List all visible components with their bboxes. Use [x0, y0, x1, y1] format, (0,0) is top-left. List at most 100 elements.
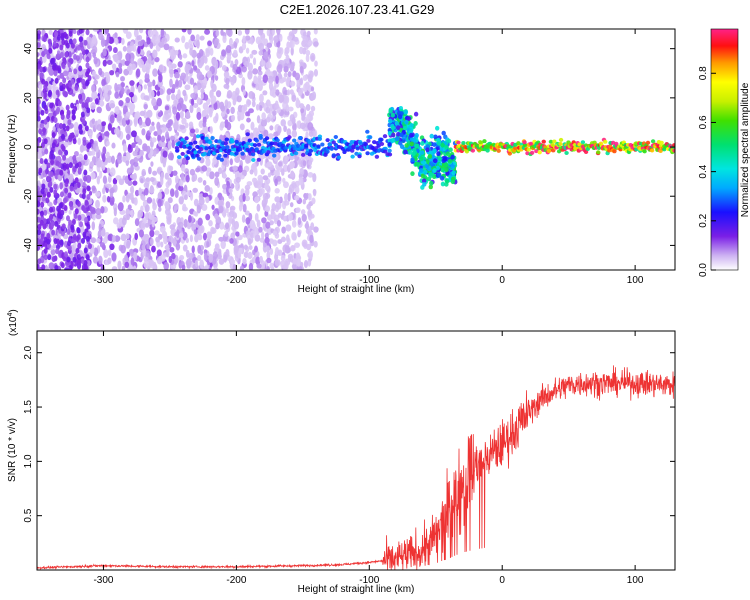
spectrogram-noise-cell	[129, 248, 134, 257]
spectrogram-noise-cell	[185, 249, 190, 258]
spectrogram-noise-cell	[267, 75, 274, 85]
spectrogram-noise-cell	[164, 187, 170, 195]
spectrogram-noise-cell	[77, 137, 81, 146]
spectrogram-noise-cell	[116, 84, 122, 91]
spectrogram-noise-cell	[126, 126, 131, 134]
spectrogram-noise-cell	[56, 34, 61, 41]
spectrogram-tone-cell	[464, 149, 470, 154]
spectrogram-transition-cell	[440, 167, 445, 173]
spectrogram-noise-cell	[266, 250, 271, 260]
spectrogram-noise-cell	[180, 72, 187, 79]
spectrogram-tone-cell	[307, 152, 312, 157]
spectrogram-noise-cell	[141, 195, 146, 201]
spectrogram-noise-cell	[78, 250, 83, 256]
spectrogram-noise-cell	[131, 130, 137, 138]
spectrogram-noise-cell	[62, 70, 69, 77]
spectrogram-noise-cell	[206, 70, 212, 79]
spectrogram-noise-cell	[237, 165, 243, 173]
spectrogram-noise-cell	[285, 224, 292, 232]
spectrogram-noise-cell	[213, 267, 219, 270]
spectrogram-transition-cell	[440, 181, 446, 187]
spectrogram-tone-cell	[650, 139, 656, 144]
spectrogram-noise-cell	[41, 264, 46, 270]
spectrogram-noise-cell	[53, 117, 58, 124]
snr-x-label: Height of straight line (km)	[298, 584, 415, 595]
spectrogram-noise-cell	[196, 111, 202, 120]
spectrogram-noise-cell	[91, 90, 98, 100]
spectrogram-noise-cell	[138, 58, 145, 68]
spectrogram-tone-cell	[583, 149, 589, 154]
spectrogram-transition-cell	[396, 131, 401, 137]
spectrogram-noise-cell	[168, 255, 173, 264]
spectrogram-noise-cell	[114, 82, 118, 92]
spectrogram-noise-cell	[232, 63, 238, 71]
spectrogram-noise-cell	[162, 158, 167, 168]
spectrogram-noise-cell	[73, 213, 78, 220]
spectrogram-noise-cell	[143, 84, 148, 90]
spectrogram-noise-cell	[43, 83, 48, 90]
spectrogram-tone-cell	[230, 139, 235, 144]
spectrogram-noise-cell	[283, 72, 288, 78]
spectrogram-noise-cell	[72, 233, 77, 240]
spectrogram-noise-cell	[235, 231, 240, 237]
spectrogram-noise-cell	[37, 140, 40, 147]
spectrogram-noise-cell	[77, 214, 82, 221]
spectrogram-noise-cell	[46, 238, 51, 245]
spectrogram-noise-cell	[218, 236, 224, 242]
spectrogram-tone-cell	[188, 141, 194, 146]
spectrogram-noise-cell	[214, 60, 219, 70]
spectrogram-noise-cell	[235, 176, 241, 183]
spectrogram-noise-cell	[181, 157, 187, 165]
spectrogram-noise-cell	[96, 160, 102, 168]
spectrogram-noise-cell	[107, 257, 112, 265]
spectrogram-noise-cell	[285, 77, 290, 87]
spectrogram-noise-cell	[291, 231, 297, 241]
spectrogram-noise-cell	[46, 191, 51, 198]
spectrogram-noise-cell	[277, 161, 283, 167]
spectrogram-noise-cell	[126, 240, 131, 249]
spectrogram-noise-cell	[170, 152, 174, 161]
spectrogram-noise-cell	[93, 247, 99, 257]
spectrogram-noise-cell	[113, 47, 118, 54]
spectrogram-noise-cell	[294, 242, 301, 248]
spectrogram-noise-cell	[177, 221, 184, 229]
spectrogram-noise-cell	[43, 92, 48, 99]
spectrogram-tone-cell	[264, 136, 270, 141]
spectrogram-noise-cell	[254, 245, 258, 253]
spectrogram-noise-cell	[84, 199, 89, 206]
spectrogram-noise-cell	[120, 244, 126, 254]
spectrogram-noise-cell	[241, 77, 246, 86]
spectrogram-transition-cell	[441, 130, 446, 136]
spectrogram-noise-cell	[154, 230, 160, 236]
spectrogram-tone-cell	[482, 139, 487, 144]
spectrogram-noise-cell	[193, 229, 198, 235]
spectrogram-tone-cell	[649, 148, 655, 153]
spectrogram-transition-cell	[423, 169, 428, 175]
spectrogram-noise-cell	[211, 83, 217, 93]
spectrogram-noise-cell	[46, 53, 51, 60]
spectrogram-noise-cell	[291, 219, 297, 228]
spectrogram-transition-cell	[413, 111, 419, 117]
spectrogram-noise-cell	[91, 221, 96, 231]
spectrogram-noise-cell	[112, 63, 117, 72]
spectrogram-noise-cell	[202, 121, 207, 128]
spectrogram-tone-cell	[516, 141, 521, 146]
spectrogram-noise-cell	[54, 220, 59, 227]
spectrogram-noise-cell	[130, 209, 135, 219]
spectrogram-noise-cell	[198, 197, 205, 206]
spectrogram-tone-cell	[196, 156, 202, 161]
spectrogram-noise-cell	[276, 219, 282, 227]
spectrogram-noise-cell	[308, 159, 313, 166]
spectrogram-noise-cell	[129, 186, 134, 194]
spectrogram-noise-cell	[258, 42, 265, 51]
spectrogram-noise-cell	[299, 65, 304, 74]
spectrogram-noise-cell	[265, 99, 271, 107]
spectrogram-noise-cell	[62, 90, 67, 97]
spectrogram-noise-cell	[230, 60, 234, 68]
spectrogram-noise-cell	[83, 154, 88, 161]
spectrogram-noise-cell	[184, 84, 191, 91]
spectrogram-noise-cell	[121, 59, 126, 66]
spectrogram-noise-cell	[38, 167, 43, 174]
spectrogram-noise-cell	[284, 258, 291, 266]
spectrogram-noise-cell	[124, 261, 130, 269]
